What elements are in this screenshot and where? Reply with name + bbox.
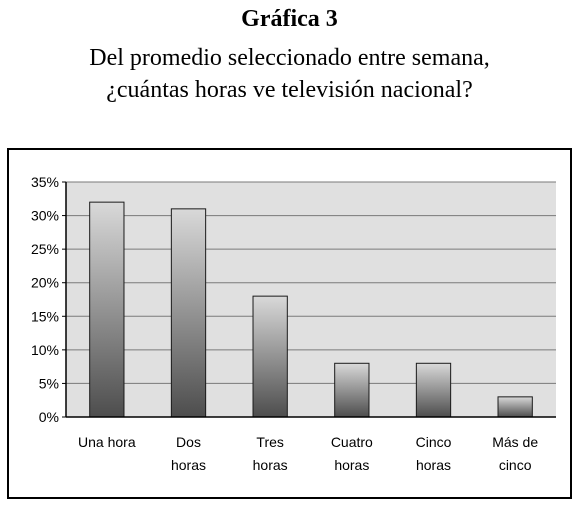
x-category-label: horas: [253, 457, 288, 473]
y-tick-label: 10%: [31, 342, 59, 358]
subtitle-line-1: Del promedio seleccionado entre semana,: [89, 45, 490, 71]
bar: [334, 362, 370, 418]
bar: [252, 295, 288, 418]
x-category-label: horas: [171, 457, 206, 473]
y-tick-label: 0%: [39, 409, 59, 425]
plot-area: [66, 182, 556, 417]
chart-subtitle: Del promedio seleccionado entre semana, …: [0, 42, 579, 106]
x-category-label: Cuatro: [331, 434, 373, 450]
x-category-label: Dos: [176, 434, 201, 450]
x-category-label: horas: [416, 457, 451, 473]
x-category-label: Una hora: [78, 434, 136, 450]
x-category-label: Cinco: [416, 434, 452, 450]
y-tick-label: 35%: [31, 174, 59, 190]
chart-title: Gráfica 3: [241, 6, 338, 32]
bar: [170, 208, 207, 418]
y-tick-label: 25%: [31, 241, 59, 257]
x-category-label: horas: [334, 457, 369, 473]
subtitle-line-2: ¿cuántas horas ve televisión nacional?: [106, 77, 473, 103]
y-tick-label: 20%: [31, 275, 59, 291]
x-category-label: Tres: [256, 434, 283, 450]
bar: [89, 201, 125, 418]
y-tick-label: 5%: [39, 375, 59, 391]
bar: [415, 362, 452, 418]
x-category-labels: Una hora Dos horas Tres horas Cuatro horas Cinc…: [78, 434, 538, 473]
bar: [497, 396, 533, 418]
gridlines: [62, 181, 556, 418]
axes: [65, 182, 556, 418]
y-tick-label: 30%: [31, 208, 59, 224]
bars: [89, 201, 533, 418]
y-tick-labels: 0% 5% 10% 15% 20% 25% 30% 35%: [31, 174, 59, 425]
x-category-label: Más de: [492, 434, 538, 450]
x-category-label: cinco: [499, 457, 532, 473]
y-tick-label: 15%: [31, 308, 59, 324]
